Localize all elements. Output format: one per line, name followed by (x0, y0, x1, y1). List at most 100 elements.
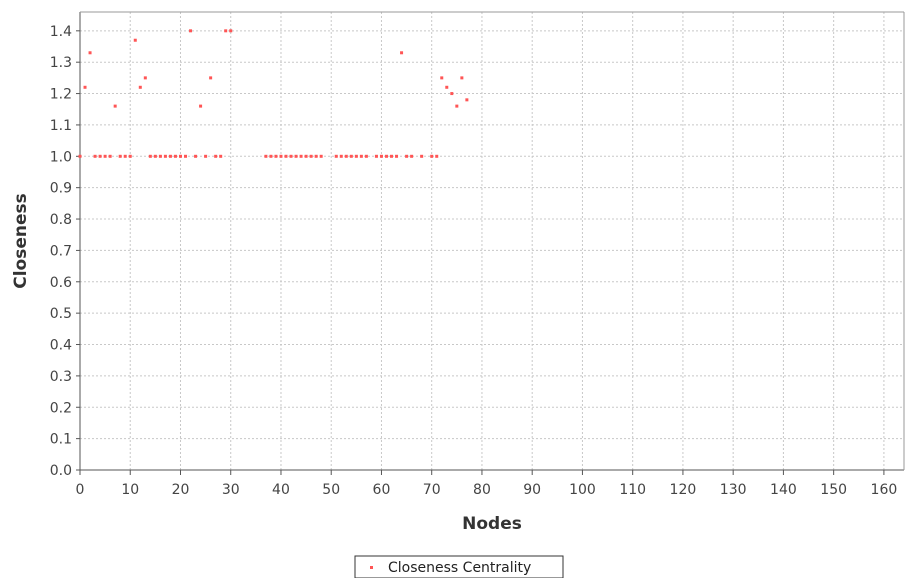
y-tick-label: 0.9 (50, 181, 72, 197)
data-point (450, 92, 454, 96)
gridlines (80, 12, 904, 470)
legend-label: Closeness Centrality (388, 560, 531, 576)
x-tick-label: 20 (172, 482, 190, 498)
data-point (455, 104, 459, 108)
data-point (274, 154, 278, 158)
data-point (284, 154, 288, 158)
data-point (405, 154, 409, 158)
data-point (309, 154, 313, 158)
data-point (420, 154, 424, 158)
data-point (395, 154, 399, 158)
data-point (204, 154, 208, 158)
y-axis-title: Closeness (11, 193, 31, 289)
data-point (304, 154, 308, 158)
data-point (143, 76, 147, 80)
data-point (98, 154, 102, 158)
data-point (359, 154, 363, 158)
data-point (390, 154, 394, 158)
x-tick-label: 70 (423, 482, 441, 498)
data-point (219, 154, 223, 158)
x-tick-label: 10 (121, 482, 139, 498)
y-tick-label: 0.3 (50, 369, 72, 385)
y-tick-label: 1.2 (50, 87, 72, 103)
y-tick-label: 1.0 (50, 149, 72, 165)
x-tick-label: 150 (820, 482, 847, 498)
data-point (173, 154, 177, 158)
legend-box (354, 555, 564, 578)
data-point (158, 154, 162, 158)
data-point (138, 85, 142, 89)
y-tick-label: 0.4 (50, 338, 72, 354)
y-tick-label: 1.4 (50, 24, 72, 40)
data-point (108, 154, 112, 158)
data-point (224, 29, 228, 33)
x-tick-label: 80 (473, 482, 491, 498)
data-point (199, 104, 203, 108)
x-tick-label: 140 (770, 482, 797, 498)
x-axis-title: Nodes (462, 514, 522, 534)
data-point (465, 98, 469, 102)
data-point (430, 154, 434, 158)
data-point (374, 154, 378, 158)
data-point (349, 154, 353, 158)
data-point (168, 154, 172, 158)
x-tick-label: 50 (322, 482, 340, 498)
y-tick-label: 1.3 (50, 55, 72, 71)
data-point (460, 76, 464, 80)
data-point (148, 154, 152, 158)
data-point (344, 154, 348, 158)
x-tick-label: 100 (569, 482, 596, 498)
data-point (294, 154, 298, 158)
y-tick-label: 0.5 (50, 306, 72, 322)
data-point (279, 154, 283, 158)
data-point (379, 154, 383, 158)
data-point (400, 51, 404, 55)
data-point (83, 85, 87, 89)
data-point (435, 154, 439, 158)
data-point (133, 38, 137, 42)
data-point (209, 76, 213, 80)
data-point (184, 154, 188, 158)
data-point (364, 154, 368, 158)
data-points (78, 29, 469, 158)
data-point (264, 154, 268, 158)
plot-area (80, 12, 904, 470)
data-point (229, 29, 233, 33)
x-tick-label: 40 (272, 482, 290, 498)
data-point (339, 154, 343, 158)
y-tick-label: 0.7 (50, 243, 72, 259)
data-point (103, 154, 107, 158)
x-tick-label: 160 (871, 482, 898, 498)
data-point (314, 154, 318, 158)
y-tick-label: 0.8 (50, 212, 72, 228)
data-point (319, 154, 323, 158)
data-point (113, 104, 117, 108)
data-point (123, 154, 127, 158)
y-tick-label: 1.1 (50, 118, 72, 134)
x-tick-label: 60 (373, 482, 391, 498)
data-point (384, 154, 388, 158)
data-point (118, 154, 122, 158)
data-point (88, 51, 92, 55)
legend: Closeness Centrality (354, 555, 564, 578)
x-tick-label: 30 (222, 482, 240, 498)
x-tick-label: 0 (76, 482, 85, 498)
data-point (354, 154, 358, 158)
data-point (289, 154, 293, 158)
y-tick-label: 0.2 (50, 400, 72, 416)
data-point (269, 154, 273, 158)
data-point (214, 154, 218, 158)
x-tick-label: 110 (619, 482, 646, 498)
data-point (445, 85, 449, 89)
y-tick-label: 0.1 (50, 432, 72, 448)
data-point (178, 154, 182, 158)
data-point (78, 154, 82, 158)
data-point (410, 154, 414, 158)
x-tick-label: 130 (720, 482, 747, 498)
x-tick-label: 90 (523, 482, 541, 498)
data-point (163, 154, 167, 158)
data-point (153, 154, 157, 158)
data-point (128, 154, 132, 158)
axes: 0.0 0.1 0.2 0.3 0.4 0.5 0.6 0.7 0.8 0.9 1.0 1.1 1.2 1… (50, 11, 905, 498)
